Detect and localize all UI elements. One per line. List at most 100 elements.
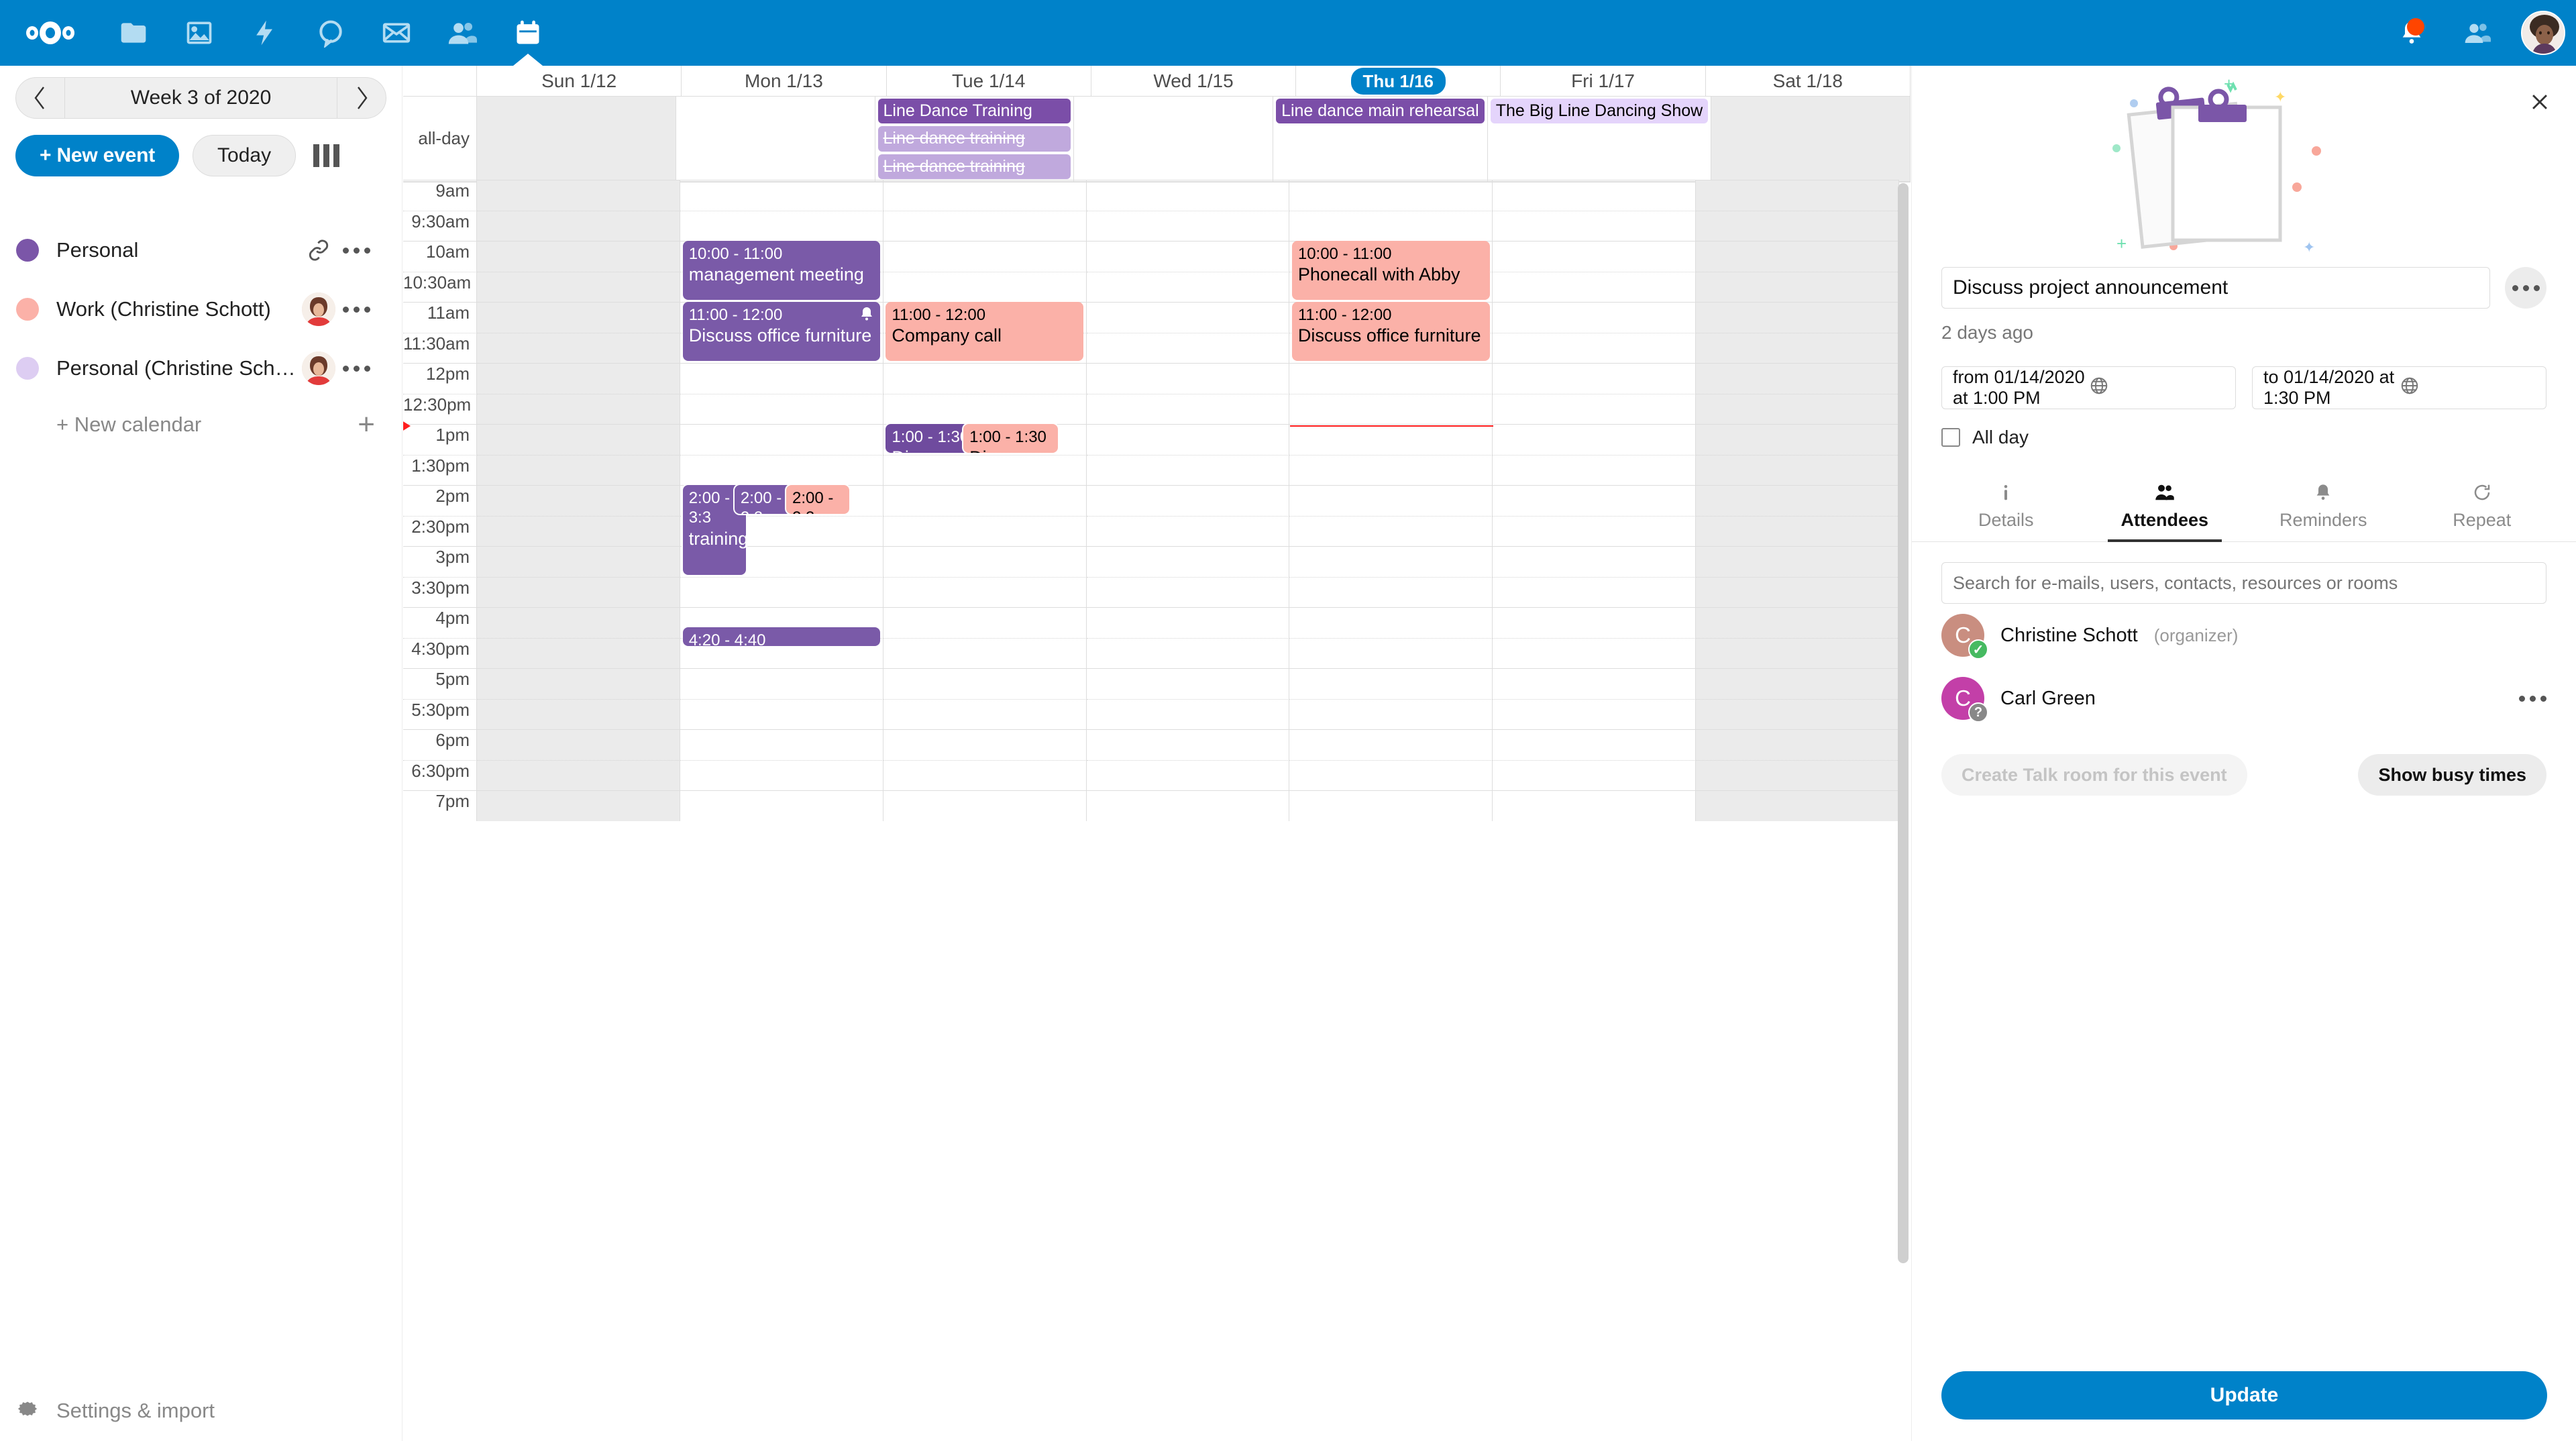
time-slot-cell[interactable]	[477, 393, 680, 424]
time-slot-cell[interactable]	[1086, 546, 1290, 577]
time-slot-cell[interactable]	[883, 668, 1087, 699]
time-slot-cell[interactable]	[477, 759, 680, 790]
time-slot-cell[interactable]	[1696, 332, 1900, 363]
time-slot-cell[interactable]	[1696, 515, 1900, 546]
time-slot-cell[interactable]	[680, 607, 883, 638]
event-title-input[interactable]	[1941, 267, 2490, 309]
time-slot-cell[interactable]	[680, 576, 883, 607]
time-slot-cell[interactable]	[680, 424, 883, 455]
calendar-menu-button[interactable]	[337, 247, 375, 254]
week-view-toggle[interactable]	[313, 144, 340, 167]
time-slot-cell[interactable]	[1289, 363, 1493, 394]
time-slot-cell[interactable]	[680, 363, 883, 394]
time-slot-cell[interactable]	[883, 546, 1087, 577]
time-slot-cell[interactable]	[1086, 668, 1290, 699]
time-slot-cell[interactable]	[1696, 454, 1900, 485]
calendar-menu-button[interactable]	[337, 365, 375, 372]
time-slot-cell[interactable]	[883, 576, 1087, 607]
time-slot-cell[interactable]	[1289, 515, 1493, 546]
time-slot-cell[interactable]	[1696, 210, 1900, 241]
time-slot-cell[interactable]	[1493, 302, 1697, 333]
time-slot-cell[interactable]	[1289, 790, 1493, 821]
time-slot-cell[interactable]	[1289, 424, 1493, 455]
time-slot-cell[interactable]	[477, 668, 680, 699]
calendar-event[interactable]: 4:20 - 4:40purchasing dept	[682, 627, 881, 646]
period-label[interactable]: Week 3 of 2020	[64, 78, 337, 118]
time-slot-cell[interactable]	[1493, 332, 1697, 363]
time-slot-cell[interactable]	[1493, 637, 1697, 668]
all-day-event[interactable]: Line dance training	[877, 154, 1071, 179]
time-slot-cell[interactable]	[680, 546, 883, 577]
all-day-col-fri[interactable]: The Big Line Dancing Show	[1488, 97, 1712, 181]
time-slot-cell[interactable]	[1696, 607, 1900, 638]
time-slot-cell[interactable]	[680, 759, 883, 790]
time-slot-cell[interactable]	[1696, 363, 1900, 394]
time-slot-cell[interactable]	[1086, 515, 1290, 546]
time-slot-cell[interactable]	[1493, 454, 1697, 485]
time-slot-cell[interactable]	[1086, 454, 1290, 485]
calendar-item-personal[interactable]: Personal	[0, 221, 402, 280]
day-header-sun[interactable]: Sun 1/12	[477, 66, 682, 96]
time-slot-cell[interactable]	[883, 607, 1087, 638]
time-slot-cell[interactable]	[1696, 424, 1900, 455]
share-link-icon[interactable]	[300, 239, 337, 262]
time-slot-cell[interactable]	[883, 759, 1087, 790]
time-slot-cell[interactable]	[1493, 210, 1697, 241]
time-slot-cell[interactable]	[1289, 668, 1493, 699]
time-slot-cell[interactable]	[1696, 576, 1900, 607]
time-slot-cell[interactable]	[1493, 607, 1697, 638]
time-slot-cell[interactable]	[1086, 302, 1290, 333]
time-slot-cell[interactable]	[680, 393, 883, 424]
today-button[interactable]: Today	[193, 135, 297, 176]
event-more-menu[interactable]	[2505, 267, 2546, 309]
all-day-col-thu[interactable]: Line dance main rehearsal	[1273, 97, 1488, 181]
all-day-col-tue[interactable]: Line Dance Training Line dance training …	[875, 97, 1075, 181]
globe-icon[interactable]	[2400, 376, 2536, 401]
time-slot-cell[interactable]	[1086, 485, 1290, 516]
time-slot-cell[interactable]	[883, 637, 1087, 668]
attendee-menu-button[interactable]	[2519, 695, 2546, 702]
time-slot-cell[interactable]	[1493, 363, 1697, 394]
time-slot-cell[interactable]	[883, 698, 1087, 729]
all-day-col-wed[interactable]	[1074, 97, 1274, 181]
time-slot-cell[interactable]	[477, 485, 680, 516]
time-slot-cell[interactable]	[477, 180, 680, 211]
time-slot-cell[interactable]	[1493, 668, 1697, 699]
time-slot-cell[interactable]	[1696, 485, 1900, 516]
time-slot-cell[interactable]	[1086, 393, 1290, 424]
time-slot-cell[interactable]	[1086, 424, 1290, 455]
time-slot-cell[interactable]	[1493, 485, 1697, 516]
contacts-icon[interactable]	[429, 0, 495, 66]
calendar-event[interactable]: 11:00 - 12:00 Discuss office furniture	[1291, 302, 1490, 361]
time-slot-cell[interactable]	[1696, 393, 1900, 424]
time-slot-cell[interactable]	[477, 271, 680, 302]
time-slot-cell[interactable]	[1493, 698, 1697, 729]
plus-icon[interactable]: +	[358, 408, 375, 441]
time-slot-cell[interactable]	[1086, 271, 1290, 302]
time-slot-cell[interactable]	[1493, 393, 1697, 424]
time-slot-cell[interactable]	[883, 241, 1087, 272]
time-slot-cell[interactable]	[883, 729, 1087, 760]
show-busy-times-button[interactable]: Show busy times	[2358, 754, 2546, 796]
mail-icon[interactable]	[364, 0, 429, 66]
time-slot-cell[interactable]	[1086, 790, 1290, 821]
time-slot-cell[interactable]	[477, 332, 680, 363]
time-slot-cell[interactable]	[1493, 424, 1697, 455]
photos-icon[interactable]	[166, 0, 232, 66]
files-icon[interactable]	[101, 0, 166, 66]
time-slot-cell[interactable]	[1086, 241, 1290, 272]
time-slot-cell[interactable]	[1493, 790, 1697, 821]
day-header-tue[interactable]: Tue 1/14	[887, 66, 1091, 96]
time-slot-cell[interactable]	[680, 729, 883, 760]
time-slot-cell[interactable]	[680, 668, 883, 699]
time-slot-cell[interactable]	[477, 729, 680, 760]
time-slot-cell[interactable]	[680, 790, 883, 821]
time-slot-cell[interactable]	[1086, 607, 1290, 638]
time-slot-cell[interactable]	[477, 790, 680, 821]
time-slot-cell[interactable]	[1289, 607, 1493, 638]
time-slot-cell[interactable]	[883, 210, 1087, 241]
attendee-search-input[interactable]	[1941, 562, 2546, 604]
time-grid-scroll[interactable]: 9am 9:30am 10am 10:30am 11am 11:30am 12pm 12:30…	[403, 180, 1911, 1441]
time-slot-cell[interactable]	[883, 363, 1087, 394]
time-slot-cell[interactable]	[680, 210, 883, 241]
